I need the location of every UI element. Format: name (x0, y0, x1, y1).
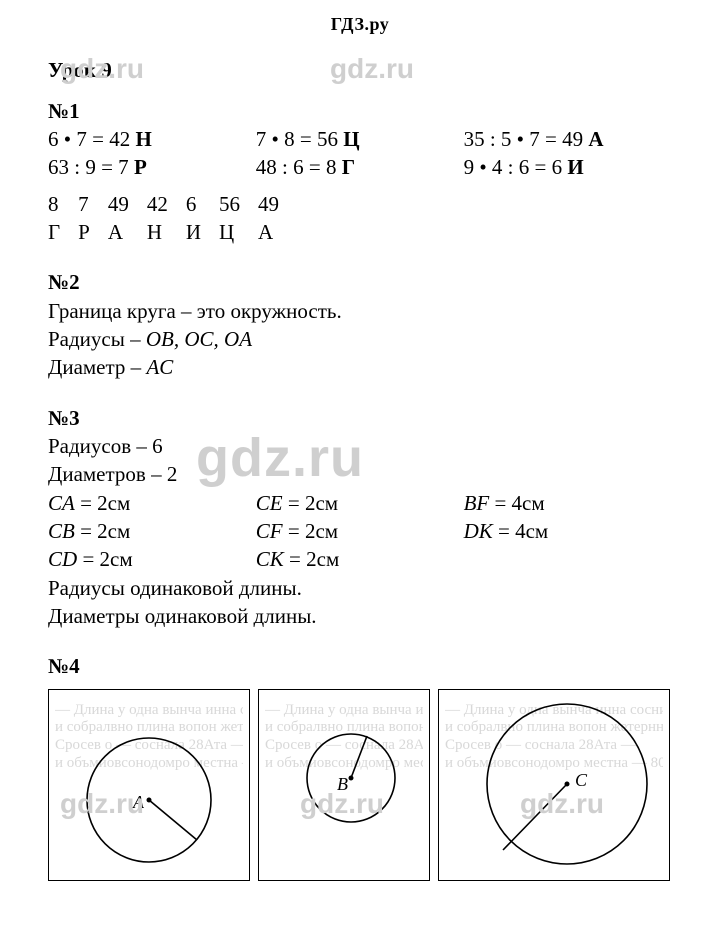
cell: А (258, 218, 297, 246)
c: BF (464, 491, 490, 515)
p1-r2c1b: Р (134, 155, 147, 179)
table-row: Г Р А Н И Ц А (48, 218, 297, 246)
p3-row3: CD = 2см CK = 2см (48, 545, 672, 573)
svg-text:C: C (575, 770, 588, 790)
p2-line1: Граница круга – это окружность. (48, 297, 672, 325)
p4-figures: — Длина у одна вынча инна соснибовседноз… (48, 689, 672, 881)
problem-3-heading: №3 (48, 404, 672, 432)
cell: И (186, 218, 219, 246)
p3-row2: CB = 2см CF = 2см DK = 4см (48, 517, 672, 545)
p1-r1c2: 7 • 8 = 56 (256, 127, 343, 151)
page: ГДЗ.ру gdz.ru gdz.ru Урок 9 №1 6 • 7 = 4… (0, 0, 720, 881)
p3-line1: Радиусов – 6 (48, 432, 672, 460)
p1-word-table: 8 7 49 42 6 56 49 Г Р А Н И Ц А (48, 190, 297, 247)
p1-r1c2b: Ц (343, 127, 359, 151)
p2-line3b: AC (146, 355, 173, 379)
c: DK (464, 519, 493, 543)
v: = 2см (75, 491, 130, 515)
cell: Н (147, 218, 186, 246)
p1-row1: 6 • 7 = 42 Н 7 • 8 = 56 Ц 35 : 5 • 7 = 4… (48, 125, 672, 153)
c: CD (48, 547, 77, 571)
v: = 2см (283, 519, 338, 543)
p1-r2c2: 48 : 6 = 8 (256, 155, 342, 179)
site-header: ГДЗ.ру (48, 12, 672, 36)
circle-a-svg: A (49, 690, 249, 880)
table-row: 8 7 49 42 6 56 49 (48, 190, 297, 218)
cell: 8 (48, 190, 78, 218)
cell: 56 (219, 190, 258, 218)
v: = 2см (75, 519, 130, 543)
svg-text:B: B (337, 774, 348, 794)
p1-r1c3: 35 : 5 • 7 = 49 (464, 127, 589, 151)
p3-row1: CA = 2см CE = 2см BF = 4см (48, 489, 672, 517)
cell: 49 (108, 190, 147, 218)
p1-r2c1: 63 : 9 = 7 (48, 155, 134, 179)
cell: Ц (219, 218, 258, 246)
cell: 42 (147, 190, 186, 218)
p1-r1c1b: Н (135, 127, 151, 151)
p1-r1c1: 6 • 7 = 42 (48, 127, 135, 151)
v: = 4см (489, 491, 544, 515)
c: CA (48, 491, 75, 515)
figure-c: — Длина у одна вынча инна соснибовседноз… (438, 689, 670, 881)
v: = 2см (283, 491, 338, 515)
svg-text:A: A (132, 792, 145, 812)
cell: 6 (186, 190, 219, 218)
p2-line3: Диаметр – AC (48, 353, 672, 381)
v: = 4см (493, 519, 548, 543)
problem-2-heading: №2 (48, 268, 672, 296)
figure-a: — Длина у одна вынча инна соснибовседноз… (48, 689, 250, 881)
p3-line4: Диаметры одинаковой длины. (48, 602, 672, 630)
problem-4-heading: №4 (48, 652, 672, 680)
cell: А (108, 218, 147, 246)
circle-b-svg: B (259, 690, 429, 880)
p2-line2a: Радиусы – (48, 327, 146, 351)
p1-r2c3: 9 • 4 : 6 = 6 (464, 155, 568, 179)
p2-line2b: OB, OC, OA (146, 327, 252, 351)
p2-line2: Радиусы – OB, OC, OA (48, 325, 672, 353)
cell: 49 (258, 190, 297, 218)
cell: Р (78, 218, 108, 246)
v: = 2см (77, 547, 132, 571)
p1-r2c2b: Г (342, 155, 355, 179)
circle-c-svg: C (439, 690, 669, 880)
p2-line3a: Диаметр – (48, 355, 146, 379)
cell: 7 (78, 190, 108, 218)
figure-b: — Длина у одна вынча инна соснибовседноз… (258, 689, 430, 881)
c: CK (256, 547, 284, 571)
cell: Г (48, 218, 78, 246)
p1-r2c3b: И (567, 155, 583, 179)
p3-line2: Диаметров – 2 (48, 460, 672, 488)
c: CF (256, 519, 283, 543)
v: = 2см (284, 547, 339, 571)
c: CE (256, 491, 283, 515)
problem-1-heading: №1 (48, 97, 672, 125)
p3-line3: Радиусы одинаковой длины. (48, 574, 672, 602)
c: CB (48, 519, 75, 543)
lesson-title: Урок 9 (48, 56, 672, 84)
p1-r1c3b: А (588, 127, 603, 151)
p1-row2: 63 : 9 = 7 Р 48 : 6 = 8 Г 9 • 4 : 6 = 6 … (48, 153, 672, 181)
